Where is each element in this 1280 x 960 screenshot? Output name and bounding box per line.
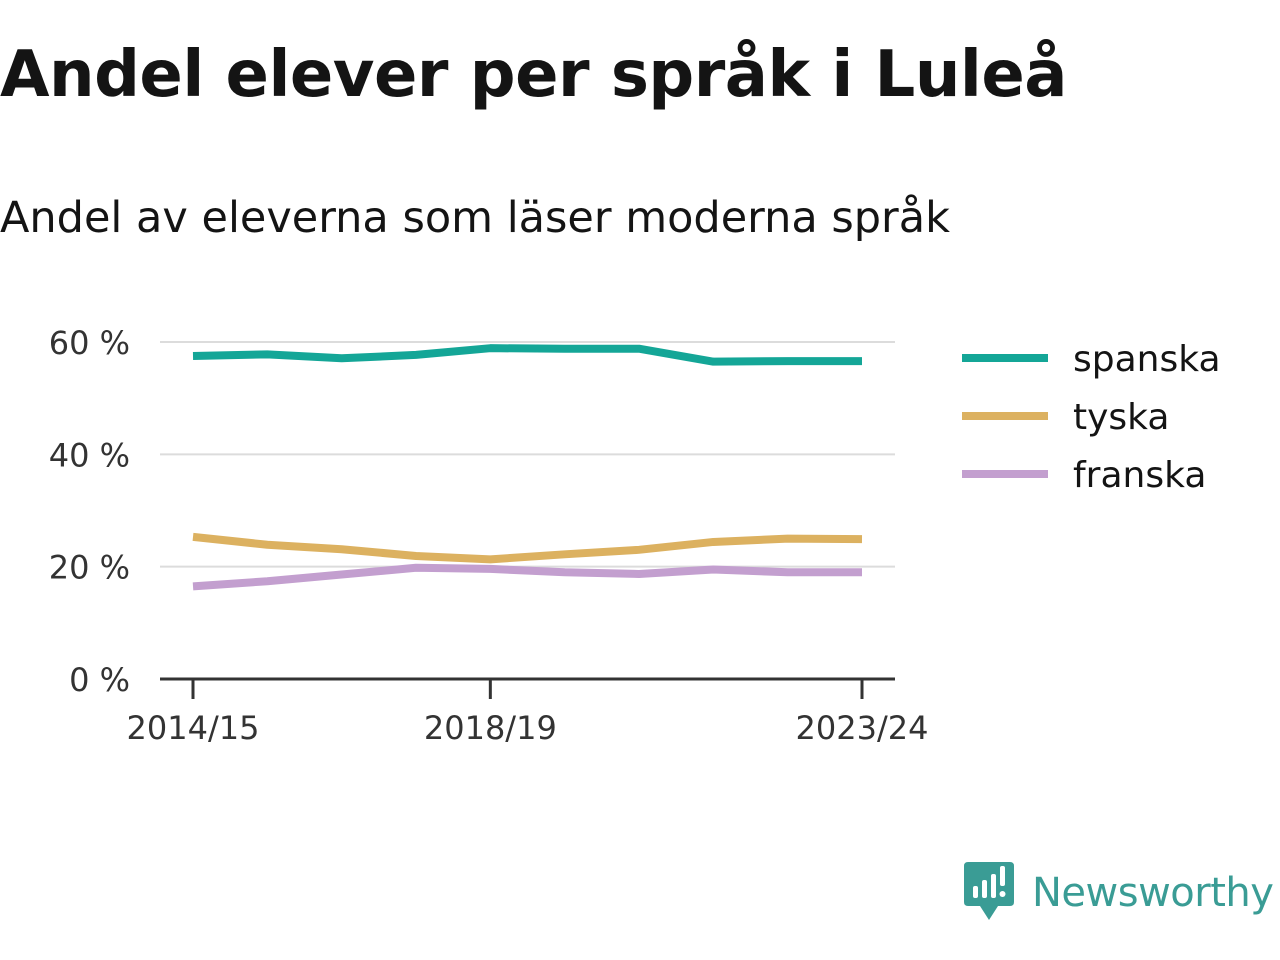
y-tick-label: 0 %: [69, 661, 130, 699]
brand-name: Newsworthy: [1032, 870, 1274, 916]
series-line-franska: [192, 563, 862, 591]
x-tick-label: 2014/15: [127, 709, 260, 747]
y-tick-label: 40 %: [49, 436, 130, 474]
y-tick-label: 20 %: [49, 549, 130, 587]
newsworthy-logo-icon: [964, 862, 1014, 920]
legend-label-franska: franska: [1073, 455, 1206, 496]
legend-label-spanska: spanska: [1073, 339, 1221, 380]
x-tick-label: 2018/19: [424, 709, 557, 747]
series-line-tyska: [192, 532, 863, 564]
chart-subtitle: Andel av eleverna som läser moderna språ…: [0, 193, 950, 243]
x-tick-label: 2023/24: [796, 709, 929, 747]
brand-logo: Newsworthy: [964, 862, 1274, 924]
legend-label-tyska: tyska: [1073, 397, 1169, 438]
series-line-spanska: [192, 344, 862, 366]
y-tick-label: 60 %: [49, 324, 130, 362]
chart-title: Andel elever per språk i Luleå: [0, 38, 1067, 112]
